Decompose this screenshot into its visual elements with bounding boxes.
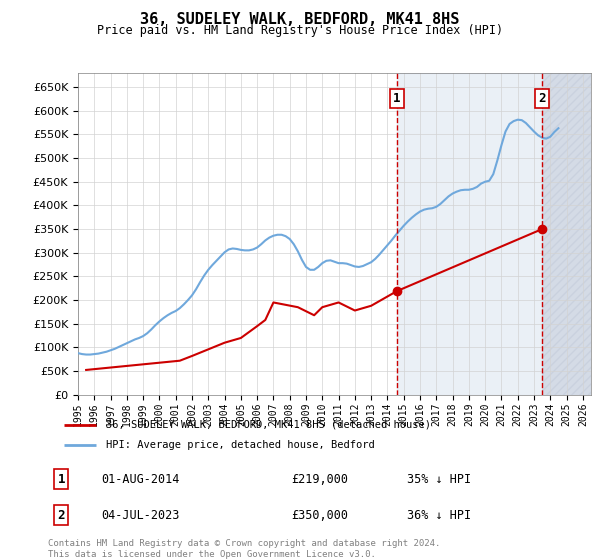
Text: 36, SUDELEY WALK, BEDFORD, MK41 8HS (detached house): 36, SUDELEY WALK, BEDFORD, MK41 8HS (det… — [106, 419, 431, 430]
Text: Price paid vs. HM Land Registry's House Price Index (HPI): Price paid vs. HM Land Registry's House … — [97, 24, 503, 36]
Text: HPI: Average price, detached house, Bedford: HPI: Average price, detached house, Bedf… — [106, 440, 375, 450]
Text: 04-JUL-2023: 04-JUL-2023 — [101, 509, 179, 522]
Bar — [542, 73, 591, 395]
Text: 36% ↓ HPI: 36% ↓ HPI — [407, 509, 471, 522]
Text: £350,000: £350,000 — [291, 509, 348, 522]
Text: 2: 2 — [58, 509, 65, 522]
Text: £219,000: £219,000 — [291, 473, 348, 486]
Text: 36, SUDELEY WALK, BEDFORD, MK41 8HS: 36, SUDELEY WALK, BEDFORD, MK41 8HS — [140, 12, 460, 27]
Text: 1: 1 — [58, 473, 65, 486]
Text: 1: 1 — [393, 92, 401, 105]
Text: 01-AUG-2014: 01-AUG-2014 — [101, 473, 179, 486]
Text: 2: 2 — [538, 92, 546, 105]
Bar — [397, 73, 591, 395]
Text: Contains HM Land Registry data © Crown copyright and database right 2024.
This d: Contains HM Land Registry data © Crown c… — [48, 539, 440, 559]
Text: 35% ↓ HPI: 35% ↓ HPI — [407, 473, 471, 486]
